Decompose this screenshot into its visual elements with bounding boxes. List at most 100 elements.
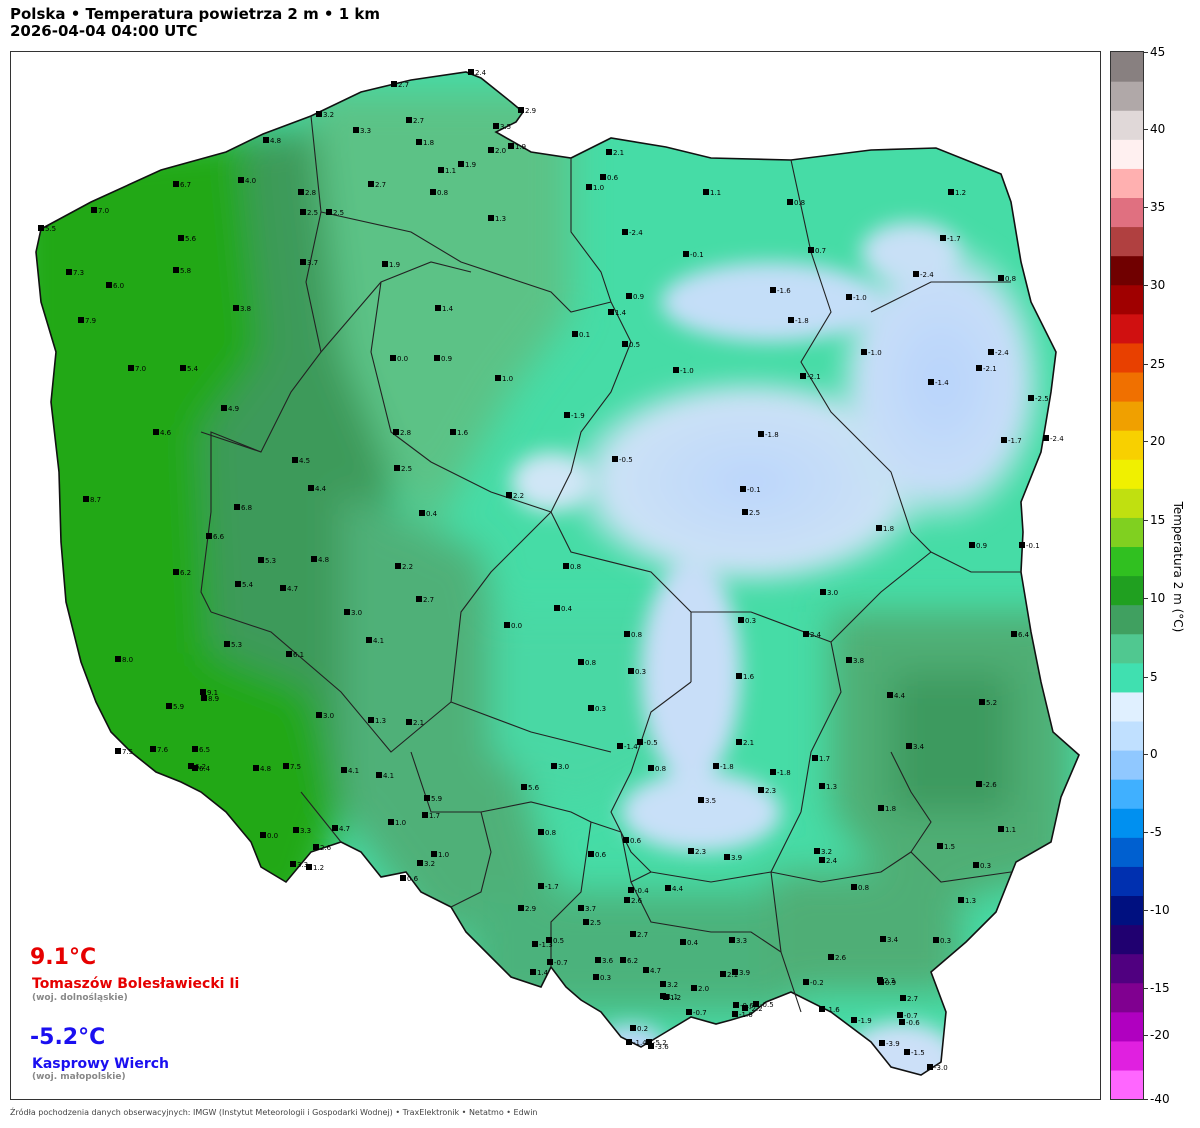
station-marker[interactable] — [663, 994, 669, 1000]
station-marker[interactable] — [940, 235, 946, 241]
station-marker[interactable] — [382, 261, 388, 267]
station-marker[interactable] — [673, 367, 679, 373]
station-marker[interactable] — [927, 1064, 933, 1070]
station-marker[interactable] — [742, 1005, 748, 1011]
station-marker[interactable] — [788, 317, 794, 323]
station-marker[interactable] — [660, 981, 666, 987]
station-marker[interactable] — [588, 851, 594, 857]
station-marker[interactable] — [538, 883, 544, 889]
station-marker[interactable] — [394, 465, 400, 471]
station-marker[interactable] — [434, 355, 440, 361]
station-marker[interactable] — [904, 1049, 910, 1055]
station-marker[interactable] — [578, 659, 584, 665]
station-marker[interactable] — [316, 111, 322, 117]
station-marker[interactable] — [628, 887, 634, 893]
station-marker[interactable] — [458, 161, 464, 167]
station-marker[interactable] — [388, 819, 394, 825]
station-marker[interactable] — [973, 862, 979, 868]
station-marker[interactable] — [422, 812, 428, 818]
station-marker[interactable] — [263, 137, 269, 143]
station-marker[interactable] — [344, 609, 350, 615]
station-marker[interactable] — [698, 797, 704, 803]
station-marker[interactable] — [617, 743, 623, 749]
station-marker[interactable] — [742, 509, 748, 515]
station-marker[interactable] — [887, 692, 893, 698]
station-marker[interactable] — [316, 712, 322, 718]
station-marker[interactable] — [688, 848, 694, 854]
station-marker[interactable] — [583, 919, 589, 925]
station-marker[interactable] — [622, 341, 628, 347]
station-marker[interactable] — [622, 229, 628, 235]
station-marker[interactable] — [724, 854, 730, 860]
station-marker[interactable] — [173, 181, 179, 187]
station-marker[interactable] — [353, 127, 359, 133]
station-marker[interactable] — [758, 431, 764, 437]
station-marker[interactable] — [812, 755, 818, 761]
poland-temperature-map[interactable]: 2.4 2.9 2.7 3.5 1.9 3.2 3.3 2.7 1.8 2.0 1.9 2.1 4.8 1… — [11, 52, 1100, 1099]
station-marker[interactable] — [406, 117, 412, 123]
station-marker[interactable] — [83, 496, 89, 502]
station-marker[interactable] — [933, 937, 939, 943]
station-marker[interactable] — [221, 405, 227, 411]
station-marker[interactable] — [551, 763, 557, 769]
station-marker[interactable] — [878, 805, 884, 811]
station-marker[interactable] — [648, 765, 654, 771]
station-marker[interactable] — [234, 504, 240, 510]
station-marker[interactable] — [450, 429, 456, 435]
station-marker[interactable] — [518, 905, 524, 911]
station-marker[interactable] — [283, 763, 289, 769]
station-marker[interactable] — [787, 199, 793, 205]
station-marker[interactable] — [488, 147, 494, 153]
station-marker[interactable] — [438, 167, 444, 173]
station-marker[interactable] — [736, 739, 742, 745]
station-marker[interactable] — [803, 979, 809, 985]
station-marker[interactable] — [969, 542, 975, 548]
station-marker[interactable] — [846, 294, 852, 300]
station-marker[interactable] — [729, 937, 735, 943]
station-marker[interactable] — [521, 784, 527, 790]
station-marker[interactable] — [326, 209, 332, 215]
station-marker[interactable] — [206, 533, 212, 539]
station-marker[interactable] — [293, 827, 299, 833]
station-marker[interactable] — [546, 937, 552, 943]
station-marker[interactable] — [851, 1017, 857, 1023]
station-marker[interactable] — [630, 931, 636, 937]
station-marker[interactable] — [753, 1001, 759, 1007]
station-marker[interactable] — [680, 939, 686, 945]
station-marker[interactable] — [173, 569, 179, 575]
station-marker[interactable] — [630, 1025, 636, 1031]
station-marker[interactable] — [166, 703, 172, 709]
station-marker[interactable] — [564, 412, 570, 418]
station-marker[interactable] — [988, 349, 994, 355]
station-marker[interactable] — [897, 1012, 903, 1018]
station-marker[interactable] — [808, 247, 814, 253]
station-marker[interactable] — [713, 763, 719, 769]
station-marker[interactable] — [286, 651, 292, 657]
station-marker[interactable] — [937, 843, 943, 849]
station-marker[interactable] — [238, 177, 244, 183]
station-marker[interactable] — [518, 107, 524, 113]
station-marker[interactable] — [1011, 631, 1017, 637]
station-marker[interactable] — [78, 317, 84, 323]
station-marker[interactable] — [468, 69, 474, 75]
station-marker[interactable] — [192, 746, 198, 752]
station-marker[interactable] — [691, 985, 697, 991]
station-marker[interactable] — [819, 857, 825, 863]
station-marker[interactable] — [1001, 437, 1007, 443]
station-marker[interactable] — [313, 844, 319, 850]
station-marker[interactable] — [224, 641, 230, 647]
station-marker[interactable] — [876, 525, 882, 531]
station-marker[interactable] — [948, 189, 954, 195]
station-marker[interactable] — [417, 860, 423, 866]
station-marker[interactable] — [880, 936, 886, 942]
station-marker[interactable] — [720, 971, 726, 977]
station-marker[interactable] — [572, 331, 578, 337]
station-marker[interactable] — [900, 995, 906, 1001]
station-marker[interactable] — [623, 837, 629, 843]
station-marker[interactable] — [150, 746, 156, 752]
station-marker[interactable] — [91, 207, 97, 213]
station-marker[interactable] — [643, 967, 649, 973]
station-marker[interactable] — [253, 765, 259, 771]
station-marker[interactable] — [800, 373, 806, 379]
station-marker[interactable] — [1019, 542, 1025, 548]
